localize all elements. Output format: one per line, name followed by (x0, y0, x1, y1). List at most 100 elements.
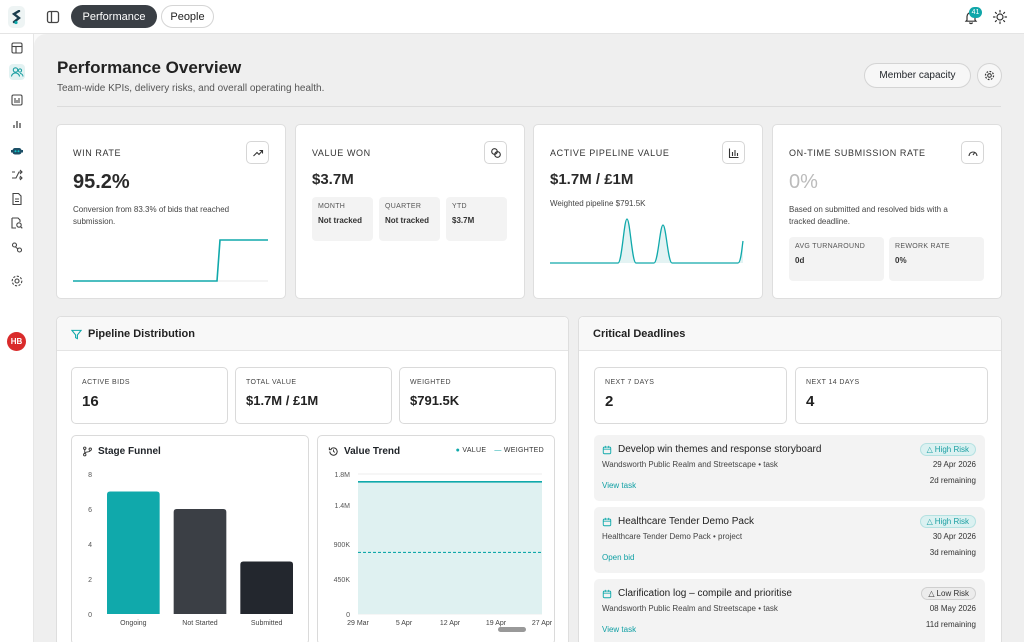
y-tick-label: 1.4M (334, 503, 350, 510)
open-bid-link[interactable]: Open bid (602, 553, 635, 562)
kpi-value: 95.2% (73, 171, 130, 193)
stat-value: $1.7M / £1M (246, 393, 319, 408)
view-task-link[interactable]: View task (602, 625, 637, 634)
report-icon[interactable] (9, 92, 25, 108)
calendar-icon (602, 517, 612, 526)
sun-icon[interactable] (992, 9, 1008, 25)
file-search-icon[interactable] (9, 215, 25, 231)
settings-icon[interactable] (9, 273, 25, 289)
stat-label: ACTIVE BIDS (82, 379, 130, 386)
warning-icon: △ (928, 589, 935, 598)
pipeline-value-card: ACTIVE PIPELINE VALUE $1.7M / £1M Weight… (533, 124, 763, 299)
deadline-date: 08 May 2026 (929, 604, 976, 613)
kpi-title: ON-TIME SUBMISSION RATE (789, 148, 926, 158)
section-title-wrap: Pipeline Distribution (71, 328, 195, 340)
x-tick-label: 19 Apr (486, 620, 507, 627)
link-icon[interactable] (9, 239, 25, 255)
main-content: Performance Overview Team-wide KPIs, del… (34, 34, 1024, 642)
sidebar: HB (0, 34, 34, 642)
win-rate-sparkline (73, 239, 268, 282)
stat-value: 16 (82, 393, 99, 410)
deadline-remaining: 11d remaining (925, 620, 976, 629)
page-title: Performance Overview (57, 58, 242, 77)
coins-icon[interactable] (484, 141, 507, 164)
stat-label: TOTAL VALUE (246, 379, 297, 386)
deadline-item[interactable]: Clarification log – compile and prioriti… (594, 579, 985, 642)
kpi-description: Weighted pipeline $791.5K (550, 199, 646, 208)
settings-button[interactable] (977, 63, 1002, 88)
deadline-item[interactable]: Develop win themes and response storyboa… (594, 435, 985, 501)
avatar[interactable]: HB (7, 332, 26, 351)
mini-value: Not tracked (385, 216, 430, 225)
y-tick-label: 4 (88, 542, 92, 549)
y-tick-label: 6 (88, 507, 92, 514)
legend-label: VALUE (462, 447, 487, 454)
x-tick-label: Not Started (182, 620, 218, 627)
deadline-remaining: 2d remaining (929, 476, 976, 485)
legend-label: WEIGHTED (503, 447, 544, 454)
stat-label: NEXT 14 DAYS (806, 379, 860, 386)
horizontal-scrollbar[interactable] (498, 627, 526, 632)
robot-icon[interactable] (9, 143, 25, 159)
document-icon[interactable] (9, 191, 25, 207)
kpi-title: WIN RATE (73, 148, 122, 158)
layout-icon[interactable] (9, 40, 25, 56)
section-title: Critical Deadlines (593, 328, 686, 340)
trending-up-icon[interactable] (246, 141, 269, 164)
mini-label: QUARTER (385, 203, 422, 210)
risk-label: High Risk (934, 445, 969, 454)
view-task-link[interactable]: View task (602, 481, 637, 490)
x-tick-label: Ongoing (120, 620, 147, 627)
stat-total-value: TOTAL VALUE $1.7M / £1M (235, 367, 392, 424)
chart-title: Value Trend (344, 446, 401, 457)
deadline-project: Wandsworth Public Realm and Streetscape … (602, 604, 778, 613)
mini-value: 0% (895, 256, 907, 265)
mini-label: MONTH (318, 203, 346, 210)
risk-badge: △ High Risk (919, 443, 976, 456)
deadline-item[interactable]: Healthcare Tender Demo Pack Healthcare T… (594, 507, 985, 573)
kpi-title: ACTIVE PIPELINE VALUE (550, 148, 670, 158)
x-tick-label: 29 Mar (347, 620, 369, 627)
bar-chart-icon[interactable] (722, 141, 745, 164)
kpi-description: Conversion from 83.3% of bids that reach… (73, 205, 230, 226)
warning-icon: △ (926, 517, 933, 526)
stat-value: 2 (605, 393, 614, 410)
app-logo-icon[interactable] (8, 6, 25, 28)
value-won-month: MONTH Not tracked (312, 197, 373, 241)
people-icon[interactable] (9, 64, 25, 80)
x-tick-label: 12 Apr (440, 620, 461, 627)
tab-performance[interactable]: Performance (71, 5, 157, 28)
stat-active-bids: ACTIVE BIDS 16 (71, 367, 228, 424)
legend-item-weighted: — WEIGHTED (494, 447, 544, 454)
header-divider (57, 106, 1001, 107)
y-tick-label: 2 (88, 577, 92, 584)
deadline-title-wrap: Clarification log – compile and prioriti… (602, 588, 792, 599)
member-capacity-button[interactable]: Member capacity (864, 63, 971, 88)
on-time-card: ON-TIME SUBMISSION RATE 0% Based on subm… (772, 124, 1002, 299)
mini-value: Not tracked (318, 216, 363, 225)
bar (240, 561, 293, 614)
mini-label: YTD (452, 203, 467, 210)
value-won-card: VALUE WON $3.7M MONTH Not tracked QUARTE… (295, 124, 525, 299)
notification-badge: 41 (969, 7, 982, 18)
calendar-icon (602, 589, 612, 598)
value-won-ytd: YTD $3.7M (446, 197, 507, 241)
shuffle-icon[interactable] (9, 167, 25, 183)
y-tick-label: 8 (88, 472, 92, 479)
kpi-description: Based on submitted and resolved bids wit… (789, 205, 948, 226)
chart-title-wrap: Stage Funnel (82, 446, 161, 457)
deadline-title-wrap: Healthcare Tender Demo Pack (602, 516, 754, 527)
bar-chart-icon[interactable] (9, 116, 25, 132)
deadline-project: Wandsworth Public Realm and Streetscape … (602, 460, 778, 469)
sidebar-toggle-icon[interactable] (46, 10, 60, 24)
history-icon (328, 447, 338, 456)
stat-label: NEXT 7 DAYS (605, 379, 655, 386)
y-tick-label: 0 (346, 612, 350, 619)
kpi-value: $1.7M / £1M (550, 171, 634, 188)
chart-title: Stage Funnel (98, 446, 161, 457)
y-tick-label: 1.8M (334, 472, 350, 479)
tab-people[interactable]: People (161, 5, 214, 28)
git-branch-icon (83, 446, 92, 457)
gauge-icon[interactable] (961, 141, 984, 164)
deadline-project: Healthcare Tender Demo Pack • project (602, 532, 743, 541)
